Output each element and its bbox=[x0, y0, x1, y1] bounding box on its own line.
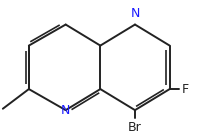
Text: N: N bbox=[130, 7, 140, 20]
Text: N: N bbox=[61, 104, 70, 117]
Text: F: F bbox=[182, 83, 189, 96]
Text: Br: Br bbox=[128, 121, 142, 134]
